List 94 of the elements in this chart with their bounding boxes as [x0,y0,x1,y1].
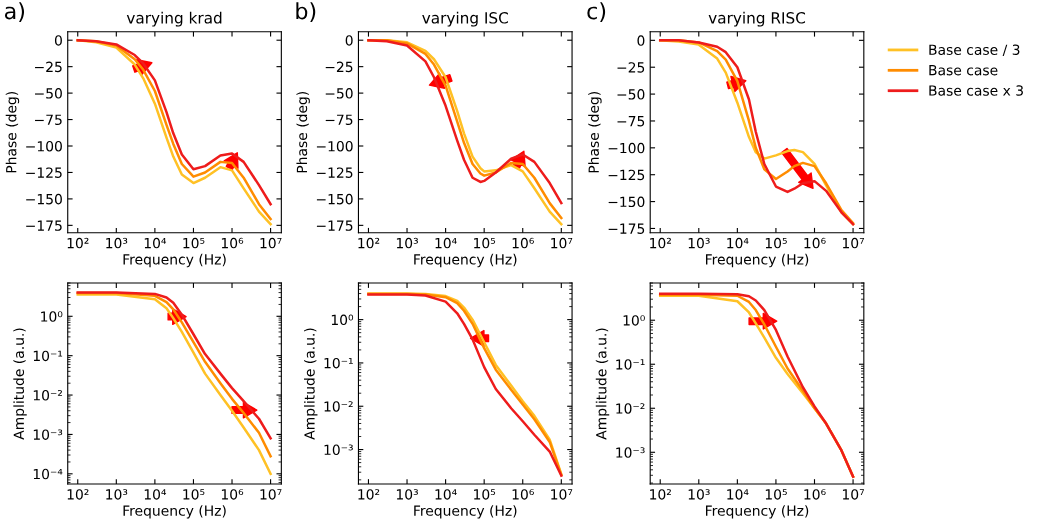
x-tick-label: 10⁷ [842,237,865,249]
x-tick-label: 10³ [688,489,710,500]
y-axis-title: Phase (deg) [296,91,310,173]
text: c) [587,2,606,23]
chart-title: varying RISC [708,11,806,27]
x-tick-label: 10³ [396,489,418,500]
x-tick-label: 10⁴ [727,237,749,249]
y-tick-label: −25 [35,61,62,73]
legend-label: Base case [929,65,998,76]
y-tick-label: −150 [316,193,353,205]
y-tick-label: 0 [345,35,353,46]
x-tick-label: 10⁷ [260,237,282,249]
x-tick-label: 10⁶ [512,489,534,500]
y-tick-label: 10⁻¹ [324,357,353,369]
x-tick-label: 10⁵ [765,489,787,500]
x-tick-label: 10² [650,489,671,500]
y-tick-label: −75 [325,114,353,126]
x-axis-title: Frequency (Hz) [123,505,226,519]
legend-label: Base case / 3 [929,44,1020,57]
y-tick-label: −100 [316,140,353,152]
x-tick-label: 10⁵ [183,489,205,500]
y-tick-label: 10⁻² [616,403,645,414]
y-axis-title: Amplitude (a.u.) [13,328,27,440]
x-axis-title: Frequency (Hz) [414,253,517,268]
y-axis-title: Phase (deg) [588,91,602,173]
y-tick-label: 0 [637,35,645,46]
x-tick-label: 10⁵ [765,237,787,249]
y-axis-title: Amplitude (a.u.) [304,328,318,440]
x-tick-label: 10⁶ [804,237,826,249]
x-tick-label: 10² [358,237,380,249]
y-tick-label: 10⁰ [623,315,645,326]
y-axis-title: Phase (deg) [5,91,20,173]
x-axis-title: Frequency (Hz) [414,505,517,519]
x-tick-label: 10² [358,489,380,500]
x-tick-label: 10⁴ [435,237,457,249]
x-tick-label: 10⁴ [435,489,457,500]
y-tick-label: 10⁻³ [324,444,353,456]
x-tick-label: 10² [67,237,89,249]
y-tick-label: −75 [617,116,645,127]
y-tick-label: −50 [325,88,353,99]
y-tick-label: 10⁰ [41,311,63,322]
y-tick-label: 10⁻¹ [616,359,645,370]
y-tick-label: −150 [26,193,62,205]
y-tick-label: 10⁻³ [616,447,645,458]
x-tick-label: 10⁵ [183,237,205,249]
x-tick-label: 10⁷ [551,489,573,500]
x-tick-label: 10⁴ [144,237,167,249]
x-tick-label: 10⁵ [474,237,496,249]
x-tick-label: 10⁶ [221,237,244,249]
y-tick-label: 10⁻⁴ [33,468,63,480]
y-tick-label: −100 [608,142,645,154]
x-tick-label: 10³ [396,237,418,249]
text: a) [4,2,25,23]
y-tick-label: −25 [325,61,353,73]
x-tick-label: 10⁷ [260,489,282,500]
legend-label: Base case x 3 [929,85,1023,96]
y-tick-label: 10⁰ [331,314,354,326]
chart-title: varying krad [126,11,222,27]
x-tick-label: 10⁵ [474,489,496,500]
x-axis-title: Frequency (Hz) [706,505,809,519]
x-tick-label: 10⁶ [512,237,534,249]
y-tick-label: 10⁻² [33,390,62,401]
y-tick-label: −150 [608,196,645,208]
y-axis-title: Amplitude (a.u.) [595,328,610,440]
x-tick-label: 10⁴ [144,489,167,500]
x-tick-label: 10³ [688,237,710,249]
y-tick-label: −175 [316,220,353,231]
y-tick-label: −125 [608,169,645,181]
y-tick-label: −25 [617,62,645,73]
y-tick-label: 10⁻³ [33,429,63,440]
y-tick-label: 10⁻² [324,401,353,412]
y-tick-label: −50 [35,88,62,99]
y-tick-label: −125 [316,167,353,178]
y-tick-label: −50 [617,89,645,100]
y-tick-label: −175 [608,223,645,234]
x-tick-label: 10² [67,489,89,500]
x-tick-label: 10⁴ [727,489,749,500]
x-tick-label: 10⁶ [804,489,826,500]
text: b) [296,2,316,23]
y-tick-label: −175 [26,220,62,231]
x-tick-label: 10⁶ [221,489,244,500]
x-tick-label: 10³ [106,489,128,500]
chart-title: varying ISC [422,11,508,27]
x-tick-label: 10⁷ [842,489,865,500]
x-axis-title: Frequency (Hz) [123,253,226,268]
y-tick-label: −125 [26,167,62,178]
y-tick-label: −100 [26,140,62,152]
x-tick-label: 10² [650,237,671,249]
y-tick-label: −75 [35,114,62,126]
x-tick-label: 10³ [106,237,128,249]
x-tick-label: 10⁷ [551,237,573,249]
y-tick-label: 0 [54,35,62,46]
x-axis-title: Frequency (Hz) [706,253,809,268]
y-tick-label: 10⁻¹ [33,350,63,362]
